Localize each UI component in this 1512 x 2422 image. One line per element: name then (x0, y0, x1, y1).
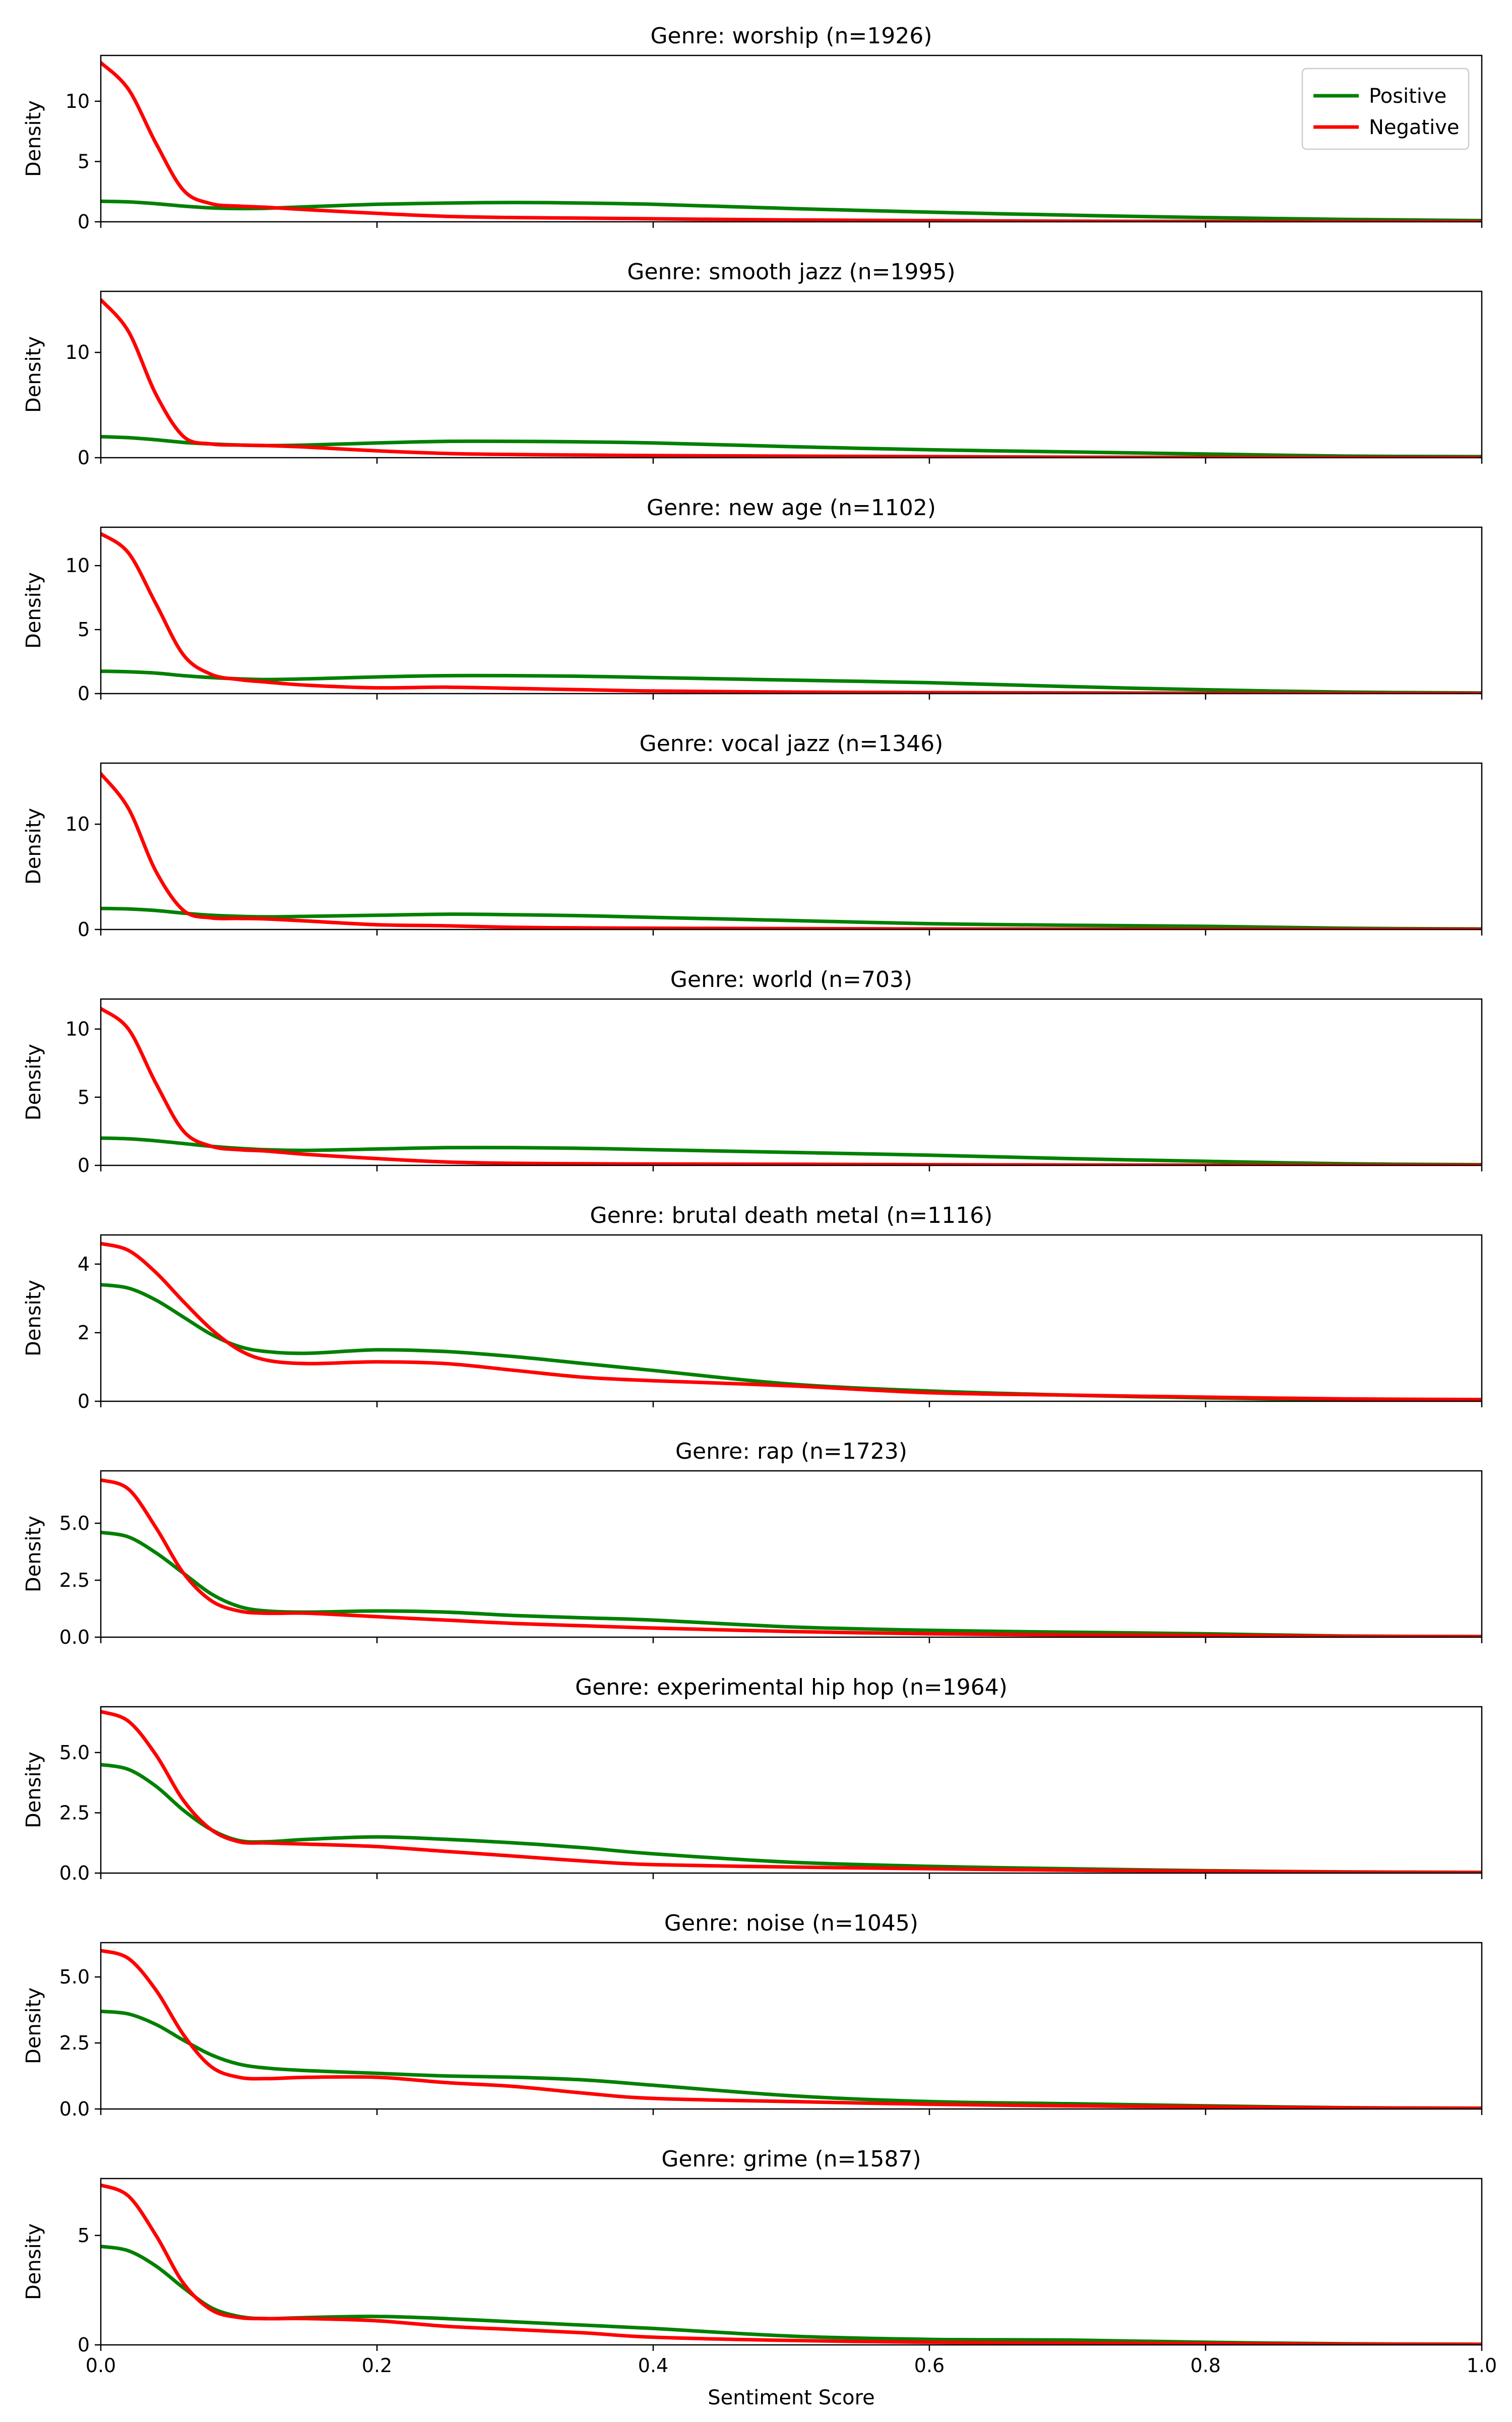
panel-3: Genre: new age (n=1102) Density 0 5 10 (22, 495, 1483, 705)
y-tick-label: 0.0 (59, 1626, 90, 1648)
y-axis-label: Density (22, 1988, 45, 2064)
panel-frame (100, 762, 1483, 930)
x-tick-label: 0.0 (86, 2354, 116, 2377)
series-line-negative (101, 1241, 1482, 1401)
panel-frame (100, 1706, 1483, 1874)
y-tick-label: 5 (78, 618, 90, 641)
panel-frame (100, 1470, 1483, 1638)
y-tick-label: 4 (78, 1253, 90, 1275)
series-line-negative (101, 1949, 1482, 2109)
panel-10: Genre: grime (n=1587) Density 0 5 0.0 0.2 0.4 0… (22, 2146, 1497, 2377)
panel-title: Genre: brutal death metal (n=1116) (590, 1203, 993, 1228)
y-tick-label: 0 (78, 682, 90, 705)
y-tick-label: 0 (78, 447, 90, 469)
y-tick-label: 2 (78, 1322, 90, 1344)
legend-label-positive: Positive (1369, 85, 1446, 108)
y-axis-label: Density (22, 2223, 45, 2300)
series-line-negative (101, 1710, 1482, 1873)
y-axis-label: Density (22, 1516, 45, 1592)
y-axis-label: Density (22, 1044, 45, 1121)
y-axis-label: Density (22, 100, 45, 177)
panel-frame (100, 2178, 1483, 2346)
y-tick-label: 5.0 (59, 1512, 90, 1534)
panel-frame (100, 1942, 1483, 2110)
series-line-positive (101, 2245, 1482, 2345)
panel-9: Genre: noise (n=1045) Density 0.0 2.5 5.0 (22, 1910, 1483, 2120)
y-tick-label: 5 (78, 2224, 90, 2247)
x-axis-label: Sentiment Score (708, 2386, 875, 2409)
y-tick-label: 10 (66, 554, 90, 577)
y-tick-label: 2.5 (59, 1569, 90, 1591)
series-line-positive (101, 906, 1482, 929)
x-tick-label: 0.8 (1190, 2354, 1221, 2377)
panel-frame (100, 1234, 1483, 1402)
y-tick-label: 0 (78, 1390, 90, 1412)
y-tick-label: 10 (66, 90, 90, 112)
x-tick-label: 0.6 (914, 2354, 944, 2377)
panel-5: Genre: world (n=703) Density 0 5 10 (22, 967, 1483, 1176)
panel-title: Genre: noise (n=1045) (664, 1910, 918, 1936)
series-line-positive (101, 1136, 1482, 1165)
y-tick-label: 2.5 (59, 1802, 90, 1824)
y-tick-label: 0 (78, 918, 90, 941)
panel-title: Genre: vocal jazz (n=1346) (640, 731, 943, 757)
panel-7: Genre: rap (n=1723) Density 0.0 2.5 5.0 (22, 1439, 1483, 1648)
legend-label-negative: Negative (1369, 116, 1460, 139)
y-axis-label: Density (22, 1752, 45, 1828)
y-tick-label: 0 (78, 1154, 90, 1176)
series-line-positive (101, 1530, 1482, 1637)
panel-title: Genre: world (n=703) (670, 967, 912, 992)
y-tick-label: 10 (66, 1018, 90, 1040)
y-tick-label: 0 (78, 211, 90, 233)
legend-box (1301, 68, 1470, 150)
y-axis-label: Density (22, 336, 45, 413)
series-line-positive (101, 669, 1482, 694)
legend: Positive Negative (1301, 68, 1470, 150)
y-tick-label: 10 (66, 813, 90, 835)
panel-1: Genre: worship (n=1926) Density 0 5 10 Positi… (22, 23, 1483, 233)
series-line-positive (101, 2009, 1482, 2109)
series-line-negative (101, 1478, 1482, 1637)
series-line-negative (101, 60, 1482, 222)
x-tick-label: 1.0 (1467, 2354, 1497, 2377)
panel-frame (100, 526, 1483, 695)
panel-frame (100, 54, 1483, 223)
y-tick-label: 5 (78, 1086, 90, 1108)
y-tick-label: 10 (66, 341, 90, 363)
series-line-negative (101, 772, 1482, 929)
series-line-negative (101, 1007, 1482, 1165)
y-axis-label: Density (22, 808, 45, 885)
panel-title: Genre: worship (n=1926) (650, 23, 932, 49)
panel-title: Genre: new age (n=1102) (647, 495, 936, 521)
series-line-positive (101, 1283, 1482, 1401)
y-axis-label: Density (22, 1280, 45, 1356)
panel-8: Genre: experimental hip hop (n=1964) Dens… (22, 1674, 1483, 1884)
panel-title: Genre: smooth jazz (n=1995) (627, 259, 955, 285)
series-line-negative (101, 532, 1482, 694)
panel-title: Genre: rap (n=1723) (675, 1439, 907, 1464)
series-line-negative (101, 2183, 1482, 2345)
y-tick-label: 5.0 (59, 1742, 90, 1764)
panel-4: Genre: vocal jazz (n=1346) Density 0 10 (22, 731, 1483, 941)
series-line-negative (101, 298, 1482, 458)
panel-title: Genre: experimental hip hop (n=1964) (575, 1674, 1007, 1700)
panel-6: Genre: brutal death metal (n=1116) Densit… (22, 1203, 1483, 1412)
y-axis-label: Density (22, 572, 45, 649)
series-line-positive (101, 1763, 1482, 1873)
panel-title: Genre: grime (n=1587) (661, 2146, 921, 2172)
y-tick-label: 0 (78, 2334, 90, 2356)
series-line-positive (101, 199, 1482, 222)
y-tick-label: 2.5 (59, 2032, 90, 2054)
x-tick-label: 0.4 (638, 2354, 668, 2377)
panel-frame (100, 290, 1483, 459)
panel-frame (100, 998, 1483, 1166)
y-tick-label: 5.0 (59, 1966, 90, 1988)
y-tick-label: 0.0 (59, 1862, 90, 1884)
x-tick-label: 0.2 (362, 2354, 392, 2377)
panel-2: Genre: smooth jazz (n=1995) Density 0 10 (22, 259, 1483, 469)
y-tick-label: 5 (78, 150, 90, 172)
y-tick-label: 0.0 (59, 2098, 90, 2120)
